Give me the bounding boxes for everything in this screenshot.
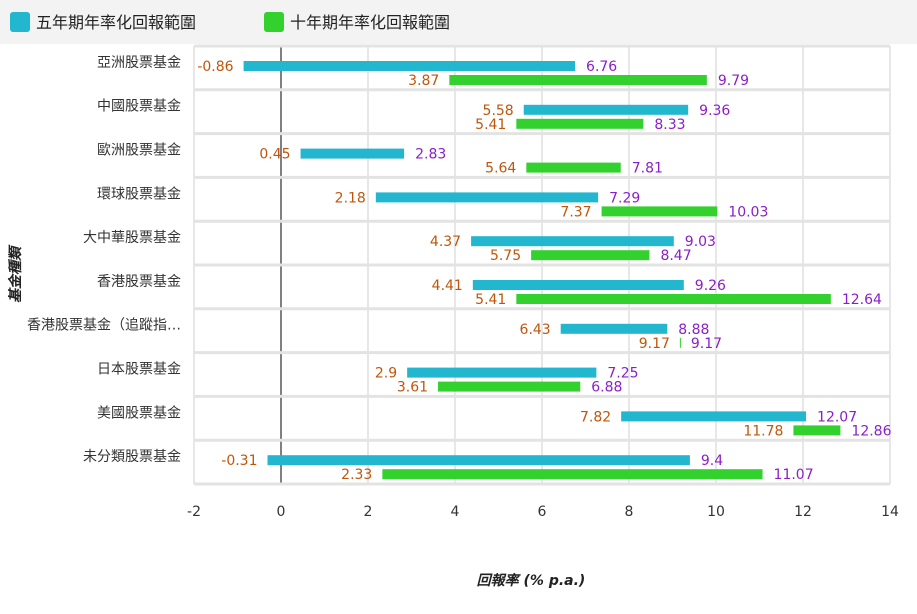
category-label: 日本股票基金 — [97, 361, 181, 378]
low-value-label: 0.45 — [259, 147, 290, 163]
x-axis-title: 回報率 (% p.a.) — [477, 572, 586, 589]
five-year-range-bar[interactable] — [300, 148, 405, 159]
x-tick-label: 8 — [625, 504, 634, 520]
high-value-label: 9.03 — [685, 234, 716, 250]
high-value-label: 12.64 — [842, 292, 882, 308]
low-value-label: 5.58 — [483, 103, 514, 119]
high-value-label: 7.25 — [607, 366, 638, 382]
high-value-label: 6.88 — [591, 380, 622, 396]
legend-background — [0, 0, 917, 44]
low-value-label: 11.78 — [743, 423, 783, 439]
five-year-range-bar[interactable] — [375, 192, 599, 203]
x-tick-label: 4 — [451, 504, 460, 520]
category-label: 未分類股票基金 — [83, 448, 181, 465]
category-label: 美國股票基金 — [97, 404, 181, 421]
plot-area: -2 0 2 4 6 8 10 12 14 亞洲股票基金 -0.86 6.76 3.87 9.79 中國股票… — [27, 44, 899, 520]
legend-item-ten-year[interactable]: 十年期年率化回報範圍 — [264, 12, 450, 32]
high-value-label: 8.88 — [678, 322, 709, 338]
y-axis-title: 基金種類 — [7, 244, 24, 303]
five-year-range-bar[interactable] — [523, 104, 689, 115]
low-value-label: 3.87 — [408, 73, 439, 89]
legend-item-five-year[interactable]: 五年期年率化回報範圍 — [10, 12, 196, 32]
category-label: 中國股票基金 — [97, 98, 181, 115]
ten-year-range-bar[interactable] — [438, 381, 581, 392]
high-value-label: 7.29 — [609, 190, 640, 206]
low-value-label: 3.61 — [397, 380, 428, 396]
legend: 五年期年率化回報範圍 十年期年率化回報範圍 — [10, 12, 450, 32]
ten-year-range-bar[interactable] — [516, 118, 644, 129]
low-value-label: 7.82 — [580, 409, 611, 425]
ten-year-range-bar[interactable] — [382, 469, 763, 480]
legend-swatch-ten-year — [264, 12, 284, 32]
low-value-label: 6.43 — [520, 322, 551, 338]
low-value-label: -0.31 — [221, 453, 257, 469]
ten-year-range-bar[interactable] — [793, 425, 841, 436]
x-tick-label: -2 — [187, 504, 201, 520]
five-year-range-bar[interactable] — [407, 367, 597, 378]
x-tick-label: 14 — [881, 504, 899, 520]
high-value-label: 8.33 — [654, 117, 685, 133]
x-tick-label: 10 — [707, 504, 725, 520]
category-label: 亞洲股票基金 — [97, 54, 181, 71]
low-value-label: 5.75 — [490, 248, 521, 264]
five-year-range-bar[interactable] — [267, 455, 690, 466]
low-value-label: 4.41 — [432, 278, 463, 294]
low-value-label: 7.37 — [560, 204, 591, 220]
low-value-label: 5.64 — [485, 161, 516, 177]
low-value-label: 2.18 — [335, 190, 366, 206]
ten-year-range-bar[interactable] — [516, 294, 831, 304]
high-value-label: 7.81 — [632, 161, 663, 177]
x-tick-label: 12 — [794, 504, 812, 520]
five-year-range-bar[interactable] — [621, 411, 807, 422]
five-year-range-bar[interactable] — [471, 236, 674, 247]
low-value-label: 5.41 — [475, 117, 506, 133]
ten-year-range-bar[interactable] — [531, 250, 650, 261]
high-value-label: 9.17 — [691, 336, 722, 352]
five-year-range-bar[interactable] — [560, 323, 668, 334]
five-year-range-bar[interactable] — [472, 280, 684, 290]
ten-year-range-bar[interactable] — [449, 75, 707, 85]
low-value-label: 5.41 — [475, 292, 506, 308]
high-value-label: 9.4 — [701, 453, 723, 469]
x-tick-label: 0 — [277, 504, 286, 520]
low-value-label: -0.86 — [197, 59, 233, 75]
category-label: 香港股票基金（追蹤指… — [27, 317, 181, 334]
x-tick-label: 6 — [538, 504, 547, 520]
high-value-label: 6.76 — [586, 59, 617, 75]
low-value-label: 2.9 — [375, 366, 397, 382]
high-value-label: 9.36 — [699, 103, 730, 119]
five-year-range-bar[interactable] — [243, 61, 576, 71]
ten-year-range-bar[interactable] — [601, 206, 718, 217]
low-value-label: 4.37 — [430, 234, 461, 250]
legend-swatch-five-year — [10, 12, 30, 32]
ten-year-range-bar[interactable] — [526, 162, 621, 173]
legend-label-five-year: 五年期年率化回報範圍 — [36, 13, 196, 32]
high-value-label: 9.26 — [695, 278, 726, 294]
category-label: 歐洲股票基金 — [97, 142, 181, 159]
high-value-label: 2.83 — [415, 147, 446, 163]
ten-year-range-bar[interactable] — [679, 337, 681, 348]
high-value-label: 9.79 — [718, 73, 749, 89]
legend-label-ten-year: 十年期年率化回報範圍 — [290, 13, 450, 32]
high-value-label: 12.86 — [851, 423, 891, 439]
x-tick-label: 2 — [364, 504, 373, 520]
category-label: 環球股票基金 — [97, 185, 181, 202]
high-value-label: 10.03 — [728, 204, 768, 220]
high-value-label: 12.07 — [817, 409, 857, 425]
category-label: 香港股票基金 — [97, 273, 181, 290]
category-label: 大中華股票基金 — [83, 229, 181, 246]
low-value-label: 2.33 — [341, 467, 372, 483]
low-value-label: 9.17 — [639, 336, 670, 352]
high-value-label: 8.47 — [660, 248, 691, 264]
high-value-label: 11.07 — [774, 467, 814, 483]
